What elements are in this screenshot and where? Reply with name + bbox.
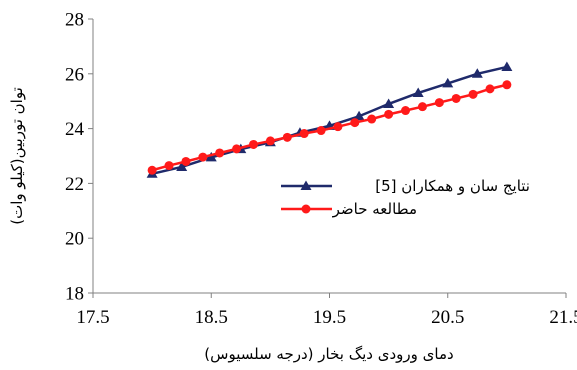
series-layer [146, 61, 513, 178]
y-tick-label: 22 [65, 174, 84, 195]
series-1-point [205, 151, 217, 162]
axes [92, 19, 566, 294]
series-2-point [299, 129, 309, 139]
series-2-point [367, 114, 377, 124]
series-2-point [451, 93, 461, 103]
x-tick-label: 18.5 [195, 307, 228, 328]
series-2-point [384, 109, 394, 119]
series-1-point [412, 87, 424, 97]
series-2-point [215, 148, 225, 158]
series-1-point [383, 98, 395, 108]
y-tick-label: 20 [65, 229, 84, 250]
series-2-point [502, 80, 512, 90]
legend: نتایج سان و همکاران [5] مطالعه حاضر [281, 177, 530, 218]
legend-marker-series-1 [300, 180, 312, 190]
series-2-point [282, 132, 292, 142]
legend-marker-series-2 [301, 204, 311, 214]
series-2-point [468, 89, 478, 99]
x-tick-label: 19.5 [313, 307, 346, 328]
series-1-point [471, 68, 483, 78]
series-2-point [350, 118, 360, 128]
series-2-point [164, 161, 174, 171]
x-tick-label: 21.5 [549, 307, 577, 328]
legend-label-series-2: مطالعه حاضر [332, 200, 417, 218]
ticks: 18 20 22 24 26 28 17.5 18.5 19.5 20.5 21.5 [65, 10, 577, 329]
y-tick-label: 24 [65, 119, 85, 140]
y-tick-label: 18 [65, 284, 84, 305]
series-2-point [181, 156, 191, 166]
y-tick-label: 26 [65, 64, 84, 85]
series-1-point [176, 161, 188, 171]
series-1-point [353, 110, 365, 121]
series-2-point [316, 126, 326, 136]
series-1-point [442, 77, 454, 88]
series-2-point [434, 98, 444, 108]
series-2-point [401, 106, 411, 116]
series-2-point [248, 139, 258, 149]
series-2-point [198, 152, 208, 162]
series-2-point [232, 144, 242, 154]
series-1-point [501, 61, 513, 71]
y-tick-label: 28 [65, 10, 84, 31]
series-2-line [151, 83, 508, 172]
series-2-point [147, 165, 157, 175]
legend-label-series-1: نتایج سان و همکاران [5] [375, 177, 530, 195]
x-tick-label: 20.5 [431, 307, 464, 328]
series-2-point [485, 84, 495, 94]
series-2-point [265, 136, 275, 146]
series-2-point [417, 102, 427, 112]
y-axis-title: توان توربین(کیلو وات) [8, 87, 26, 225]
x-axis-title: دمای ورودی دیگ بخار (درجه سلسیوس) [204, 345, 453, 363]
series-2-point [333, 122, 343, 132]
x-tick-label: 17.5 [76, 307, 109, 328]
